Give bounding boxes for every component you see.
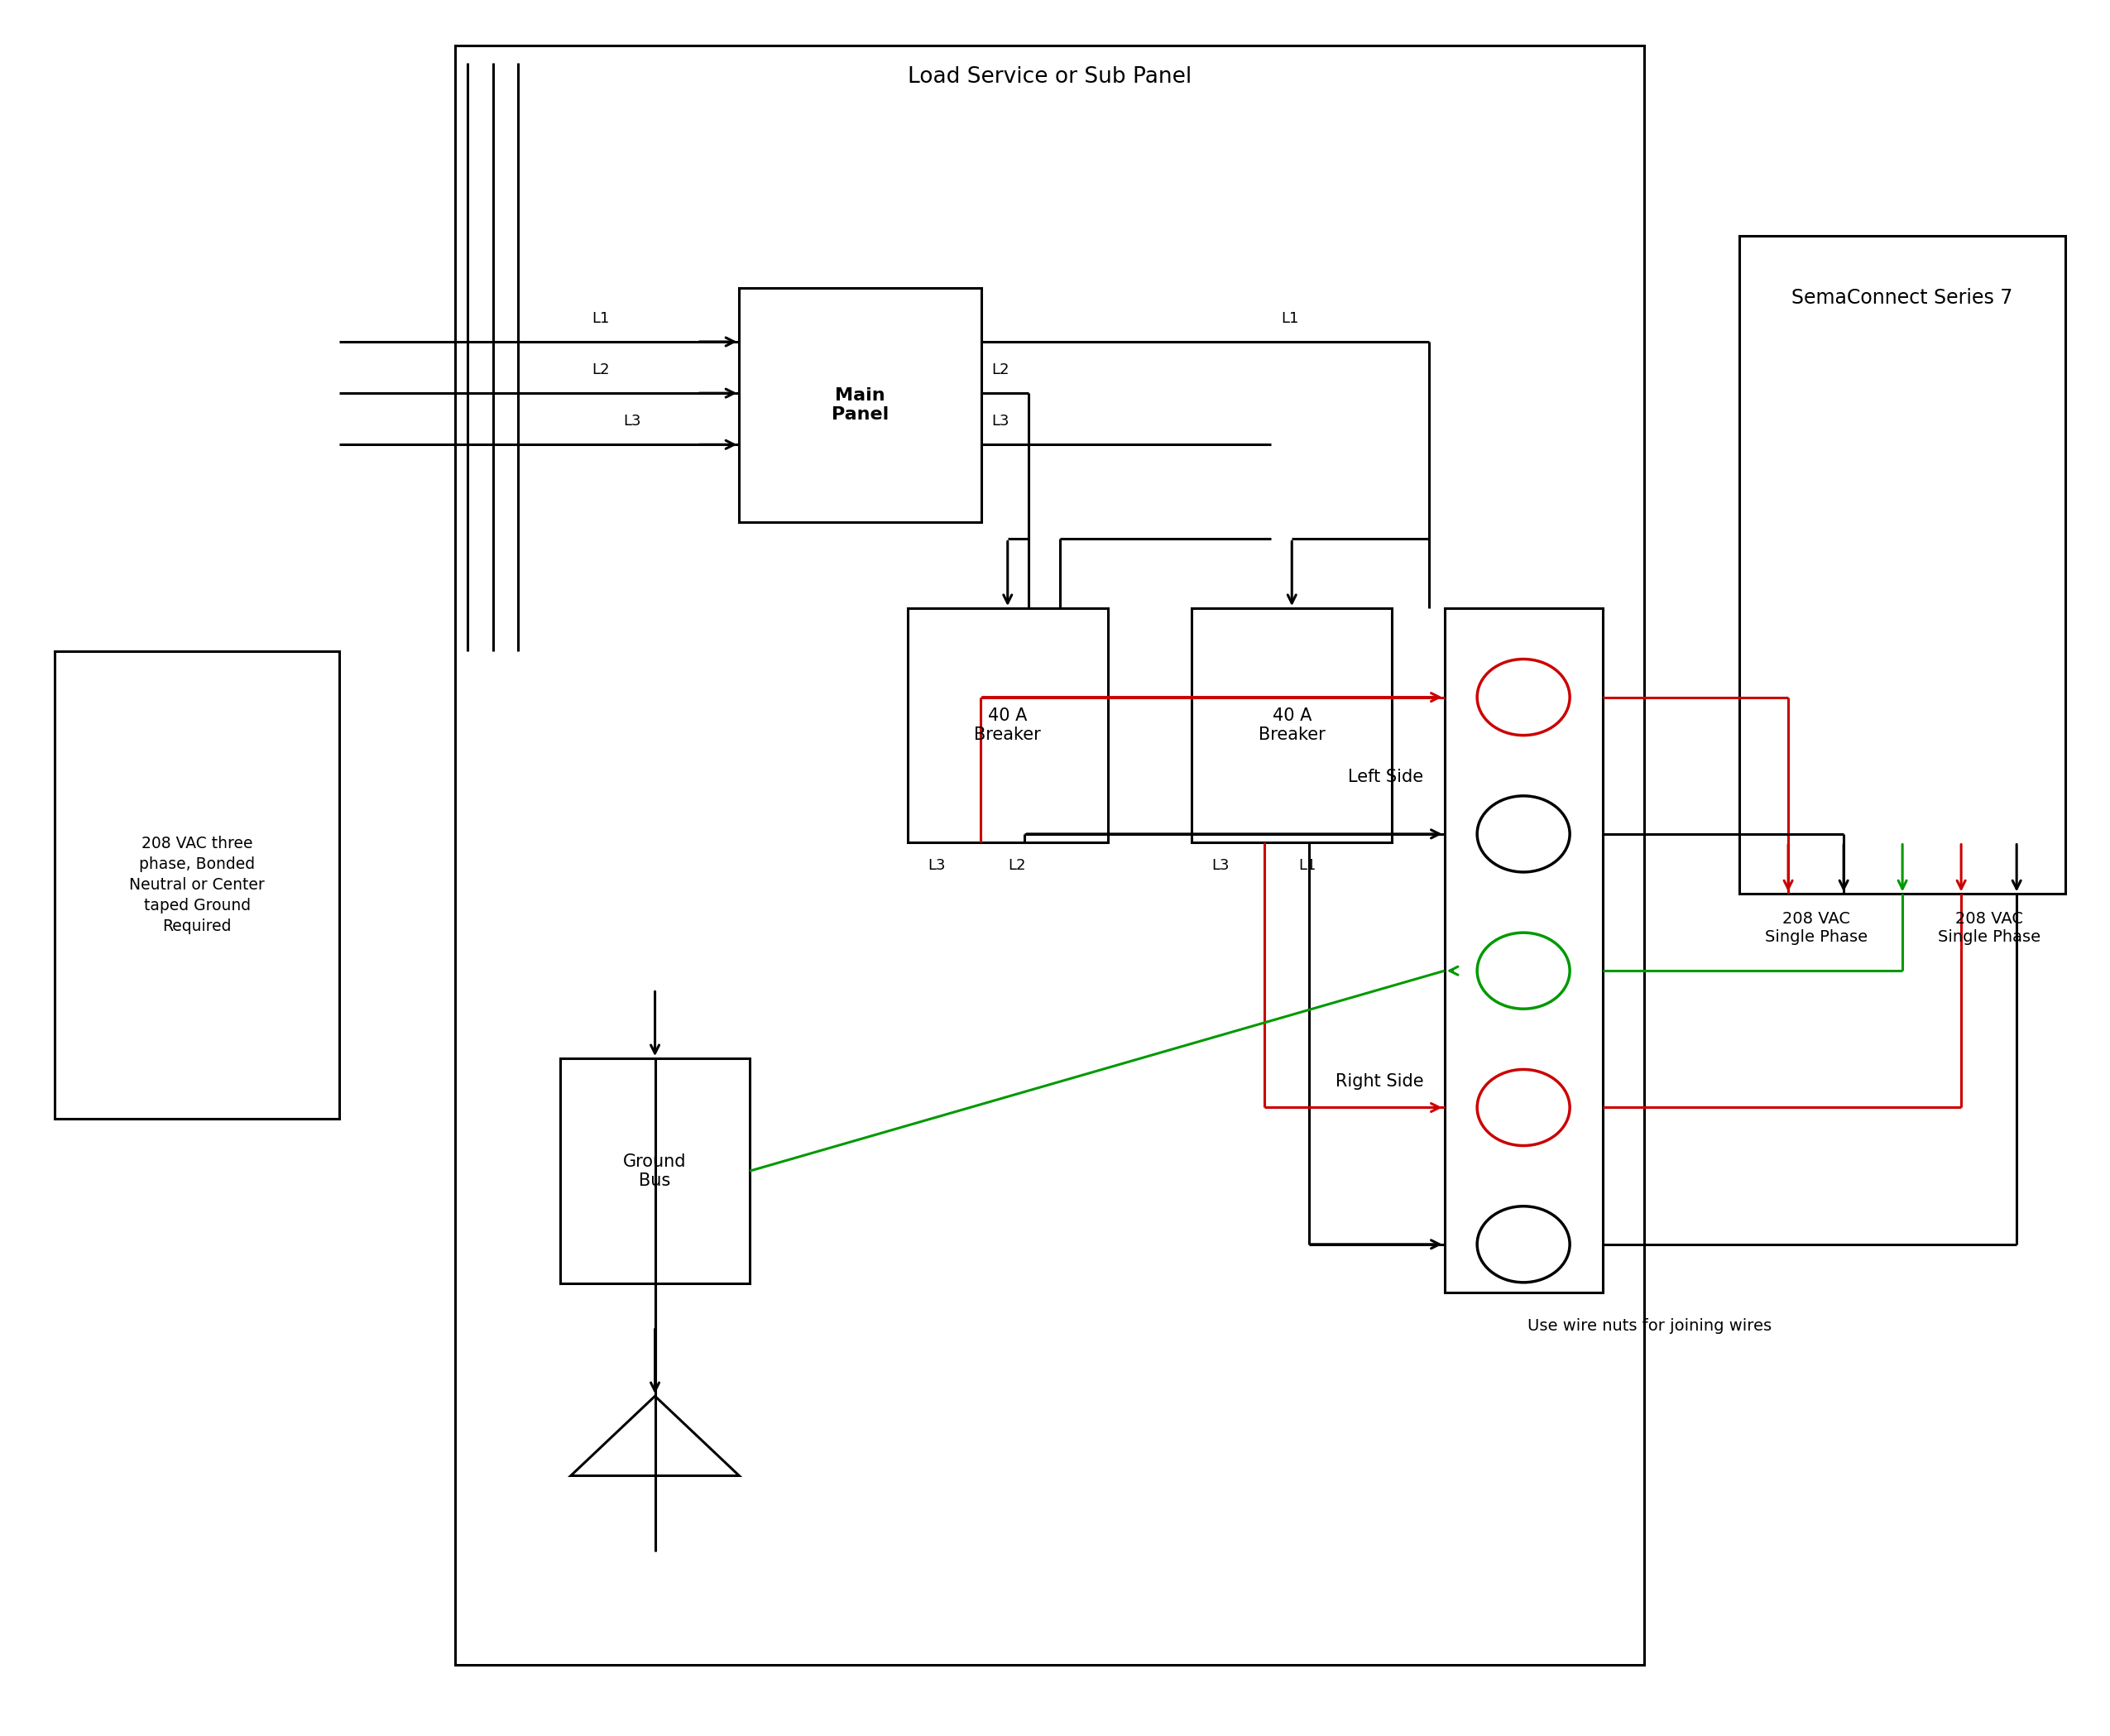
Text: L3: L3 bbox=[992, 413, 1009, 429]
Text: L1: L1 bbox=[591, 311, 610, 326]
Bar bbox=[561, 1059, 749, 1283]
Text: Main
Panel: Main Panel bbox=[831, 387, 888, 424]
Text: L1: L1 bbox=[1298, 858, 1317, 873]
Bar bbox=[1739, 236, 2066, 894]
Text: L2: L2 bbox=[992, 363, 1009, 377]
Text: L3: L3 bbox=[1211, 858, 1230, 873]
Bar bbox=[1192, 608, 1393, 842]
Text: 40 A
Breaker: 40 A Breaker bbox=[975, 707, 1040, 743]
Text: 208 VAC
Single Phase: 208 VAC Single Phase bbox=[1937, 911, 2040, 944]
Text: Right Side: Right Side bbox=[1336, 1073, 1424, 1090]
Text: L2: L2 bbox=[1009, 858, 1025, 873]
Text: 40 A
Breaker: 40 A Breaker bbox=[1258, 707, 1325, 743]
Text: L3: L3 bbox=[622, 413, 641, 429]
Bar bbox=[55, 651, 340, 1120]
Text: L1: L1 bbox=[1281, 311, 1300, 326]
Bar bbox=[738, 288, 981, 523]
Text: Ground
Bus: Ground Bus bbox=[622, 1153, 686, 1189]
Text: L2: L2 bbox=[591, 363, 610, 377]
Text: Use wire nuts for joining wires: Use wire nuts for joining wires bbox=[1528, 1318, 1772, 1333]
Text: 208 VAC three
phase, Bonded
Neutral or Center
taped Ground
Required: 208 VAC three phase, Bonded Neutral or C… bbox=[129, 837, 264, 934]
Bar bbox=[456, 45, 1644, 1665]
Bar bbox=[907, 608, 1108, 842]
Text: L3: L3 bbox=[928, 858, 945, 873]
Text: Left Side: Left Side bbox=[1348, 769, 1424, 785]
Bar bbox=[1445, 608, 1601, 1292]
Text: SemaConnect Series 7: SemaConnect Series 7 bbox=[1791, 288, 2013, 307]
Text: Load Service or Sub Panel: Load Service or Sub Panel bbox=[907, 66, 1192, 89]
Text: 208 VAC
Single Phase: 208 VAC Single Phase bbox=[1764, 911, 1867, 944]
